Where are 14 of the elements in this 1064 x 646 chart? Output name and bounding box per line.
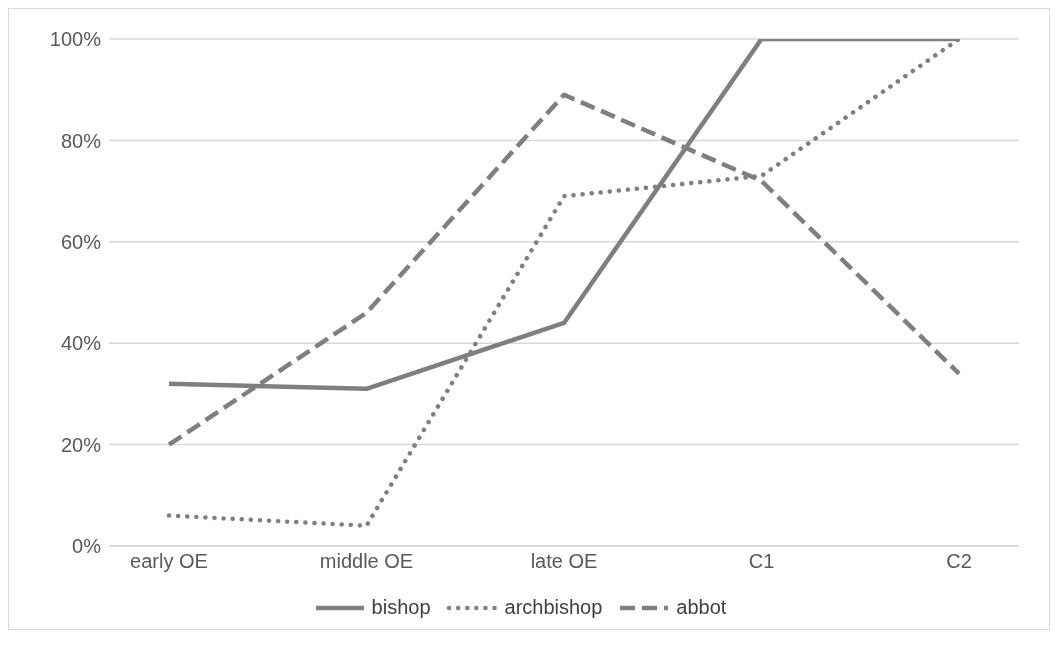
legend-label: archbishop — [503, 596, 603, 619]
legend-label: bishop — [370, 596, 431, 619]
y-tick-label: 20% — [60, 433, 102, 456]
x-tick-label: C2 — [946, 550, 972, 573]
x-tick-label: early OE — [130, 550, 208, 573]
x-tick-label: C1 — [748, 550, 775, 573]
legend-label: abbot — [675, 596, 727, 619]
y-tick-label: 100% — [49, 28, 102, 51]
y-tick-label: 80% — [60, 129, 102, 152]
y-tick-label: 60% — [60, 230, 102, 253]
x-tick-label: late OE — [530, 550, 598, 573]
y-tick-label: 40% — [60, 332, 102, 355]
x-tick-label: middle OE — [319, 550, 414, 573]
y-tick-label: 0% — [72, 535, 102, 558]
